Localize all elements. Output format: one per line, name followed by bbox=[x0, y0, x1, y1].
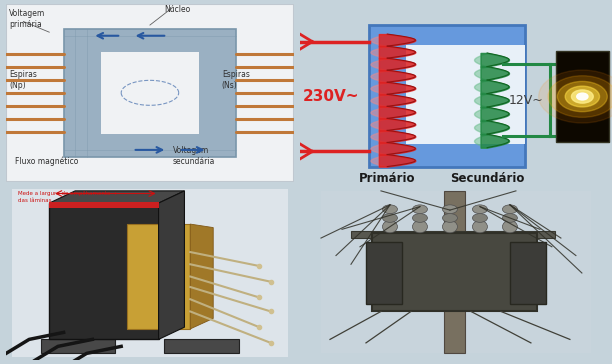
Circle shape bbox=[565, 86, 600, 107]
Text: Mede a largura do empilhamento →: Mede a largura do empilhamento → bbox=[18, 191, 116, 196]
Bar bbox=[406, 46, 524, 144]
Bar bbox=[49, 202, 159, 208]
Bar bbox=[64, 29, 236, 157]
Circle shape bbox=[577, 93, 588, 100]
Text: Primário: Primário bbox=[359, 172, 416, 185]
Ellipse shape bbox=[412, 214, 427, 222]
Bar bbox=[127, 224, 190, 329]
Ellipse shape bbox=[382, 221, 397, 233]
Bar bbox=[351, 231, 555, 238]
Text: 230V~: 230V~ bbox=[303, 89, 359, 104]
Text: das lâminas: das lâminas bbox=[18, 198, 51, 203]
Ellipse shape bbox=[472, 221, 487, 233]
Ellipse shape bbox=[472, 205, 487, 214]
Bar bbox=[444, 191, 465, 353]
Bar bbox=[372, 233, 537, 312]
Bar bbox=[368, 25, 524, 167]
Ellipse shape bbox=[502, 221, 517, 233]
Ellipse shape bbox=[412, 205, 427, 214]
Bar bbox=[40, 339, 116, 353]
Text: Espiras
(Ns): Espiras (Ns) bbox=[222, 70, 250, 90]
Ellipse shape bbox=[442, 221, 457, 233]
Ellipse shape bbox=[442, 205, 457, 214]
Circle shape bbox=[548, 76, 612, 117]
Text: Secundário: Secundário bbox=[450, 172, 524, 185]
Polygon shape bbox=[190, 224, 213, 329]
Bar bbox=[510, 242, 546, 304]
Bar bbox=[366, 242, 402, 304]
Ellipse shape bbox=[502, 214, 517, 222]
Ellipse shape bbox=[502, 205, 517, 214]
Bar bbox=[164, 339, 239, 353]
Polygon shape bbox=[49, 191, 184, 203]
Text: Voltagem
secundária: Voltagem secundária bbox=[173, 146, 215, 166]
Ellipse shape bbox=[442, 214, 457, 222]
Text: Núcleo: Núcleo bbox=[164, 5, 190, 15]
Text: Fluxo magnético: Fluxo magnético bbox=[15, 157, 78, 166]
Ellipse shape bbox=[382, 205, 397, 214]
Circle shape bbox=[558, 82, 607, 112]
Bar bbox=[49, 203, 159, 339]
Ellipse shape bbox=[472, 214, 487, 222]
Ellipse shape bbox=[412, 221, 427, 233]
Polygon shape bbox=[159, 191, 184, 339]
Text: Voltagem
primária: Voltagem primária bbox=[9, 9, 45, 29]
Text: 12V~: 12V~ bbox=[509, 94, 543, 107]
Circle shape bbox=[572, 90, 593, 103]
Text: Espiras
(Np): Espiras (Np) bbox=[9, 70, 37, 90]
Circle shape bbox=[539, 70, 612, 123]
Bar bbox=[556, 51, 609, 142]
Ellipse shape bbox=[382, 214, 397, 222]
Bar bbox=[101, 52, 199, 134]
